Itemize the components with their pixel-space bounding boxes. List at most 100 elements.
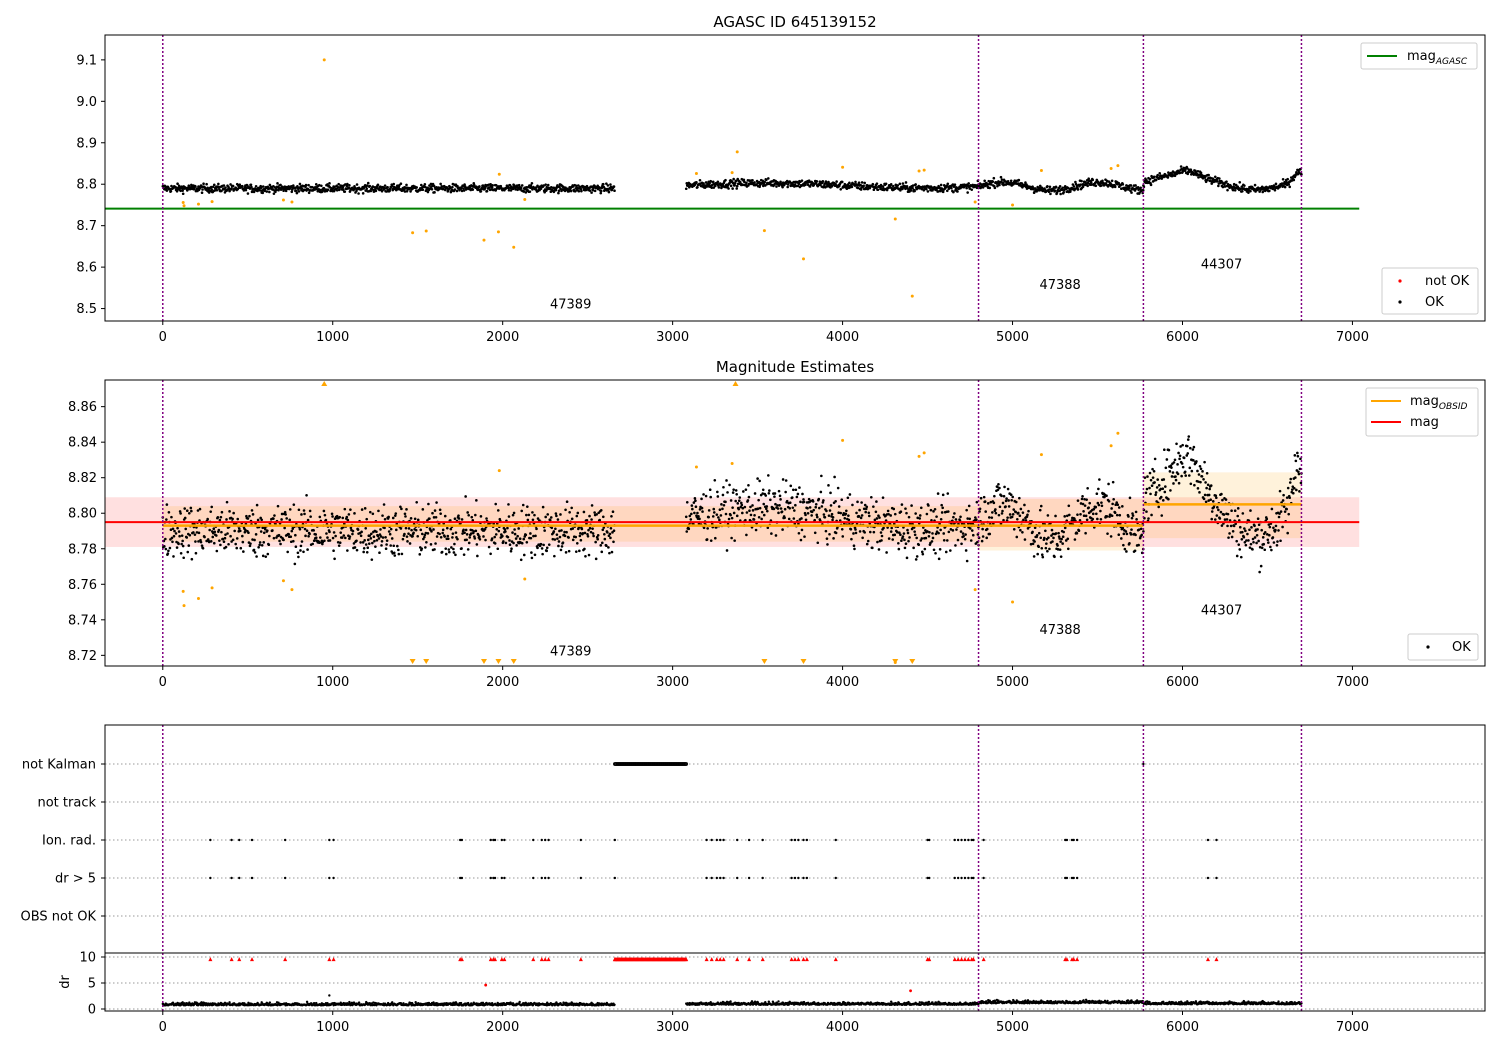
agasc-ok-point [913,189,916,193]
agasc-ok-point [1199,171,1203,175]
estimate-ok-point [591,527,594,530]
estimate-ok-point [1189,446,1192,450]
estimate-ok-point [1263,548,1267,552]
estimate-ok-point [314,533,318,536]
estimate-ytick-label: 8.84 [68,436,97,451]
estimate-ok-point [1239,555,1243,559]
estimate-ok-point [1150,484,1154,487]
estimate-ok-point [392,544,396,548]
estimate-ok-point [785,499,789,503]
estimate-ok-point [1036,552,1039,556]
estimate-ok-point [421,508,425,511]
estimate-ok-point [1202,477,1205,481]
estimate-ok-point [1038,508,1042,512]
agasc-ytick-label: 8.9 [76,136,97,151]
agasc-ok-point [298,182,302,186]
estimate-ok-point [450,546,453,549]
ion-rad-point [960,838,963,842]
estimate-ok-point [297,555,300,559]
agasc-ok-point [1173,174,1177,178]
agasc-ok-point [845,187,849,191]
agasc-not-ok-point [496,230,500,234]
agasc-ok-point [202,182,205,185]
estimate-ok-point [1056,544,1059,547]
ion-rad-point [613,838,617,842]
estimate-ok-point [985,536,989,540]
estimate-ok-point [475,499,478,502]
estimate-ok-point [290,529,294,533]
estimate-ok-point [292,503,296,506]
estimate-ok-point [525,513,528,517]
estimate-ok-point [1282,505,1286,508]
dr-overflow-marker [283,957,288,962]
dr-overflow-marker [1071,957,1076,962]
estimate-ok-point [719,514,723,517]
estimate-ok-point [353,512,356,515]
estimate-ok-point [1100,501,1103,504]
dr-gt-5-point [790,876,793,880]
estimate-ok-point [181,544,185,548]
estimate-ok-point [1117,533,1121,536]
agasc-ok-point [1286,177,1289,181]
estimate-ok-point [545,549,549,553]
estimate-ok-point [233,529,236,533]
agasc-ok-point [935,186,939,190]
agasc-not-ok-point [424,229,428,233]
agasc-ok-point [898,182,902,186]
dr-overflow-marker [546,957,551,962]
ion-rad-point [1215,838,1218,842]
agasc-ok-point [524,191,528,194]
estimate-ok-point [235,537,239,540]
estimate-ok-point [303,512,306,516]
estimate-ok-point [697,515,700,518]
estimate-ok-point [332,549,335,553]
estimate-ok-point [1056,548,1060,551]
agasc-ok-point [424,185,427,189]
estimate-ok-point [1007,505,1011,508]
estimate-ok-point [502,540,505,543]
estimate-obsid-label: 44307 [1201,603,1242,618]
estimate-ok-point [610,514,613,518]
agasc-ok-point [557,189,561,193]
overflow-down-marker [800,659,807,664]
estimate-ok-point [846,496,850,500]
estimate-ok-point [1163,490,1167,494]
dr-overflow-marker [718,957,723,962]
agasc-ok-point [1017,178,1021,182]
estimate-ok-point [1193,483,1196,487]
agasc-ok-point [574,184,578,188]
estimate-ok-point [1192,445,1196,449]
agasc-ok-point [284,189,288,193]
agasc-title: AGASC ID 645139152 [713,13,876,31]
agasc-ok-point [1100,184,1103,187]
dr-gt-5-point [719,876,722,880]
estimate-ok-point [979,496,983,500]
estimate-ok-point [167,549,170,553]
estimate-ok-point [453,517,457,521]
estimate-ok-point [736,502,740,505]
estimate-ok-point [964,533,967,536]
agasc-ok-point [316,189,320,193]
estimate-ok-point [420,532,424,536]
estimate-ok-point [718,518,721,522]
estimate-ok-point [606,531,609,534]
estimate-ok-point [496,509,500,512]
dr-gt-5-point [1065,876,1069,880]
estimate-ok-point [892,507,896,511]
estimate-ok-point [1269,545,1272,549]
estimate-ok-point [465,538,468,542]
estimate-ytick-label: 8.78 [68,542,97,557]
estimate-ok-point [860,501,863,504]
estimate-ok-point [1291,491,1295,495]
estimate-ok-point [1154,491,1158,494]
estimate-ok-point [239,546,243,550]
estimate-ok-point [793,509,796,512]
estimate-ok-point [1024,519,1028,522]
agasc-ok-point [767,177,770,180]
agasc-not-ok-point [735,150,739,154]
dr-overflow-marker [793,957,797,962]
estimate-ok-point [847,518,851,522]
estimate-ok-point [767,491,771,495]
estimate-ok-point [213,530,217,534]
estimate-ok-point [800,528,804,532]
